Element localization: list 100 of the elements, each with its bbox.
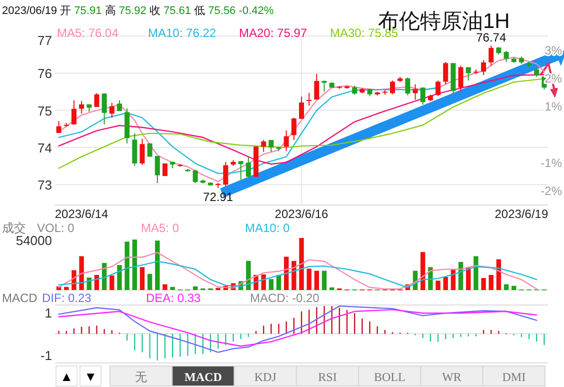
text: MA10: 76.22 xyxy=(148,26,216,40)
candlestick xyxy=(390,80,396,95)
series-label: MA5: 0 xyxy=(141,221,180,235)
bar xyxy=(246,260,251,290)
candlestick xyxy=(192,169,198,184)
bar xyxy=(443,277,448,290)
bar xyxy=(481,278,486,290)
chart-title: MACD xyxy=(2,291,38,305)
candlestick xyxy=(291,117,296,140)
bar xyxy=(147,274,152,290)
x-tick-label: 2023/6/16 xyxy=(274,207,329,221)
category-label: RSI xyxy=(318,370,337,384)
text: 2023/06/19 开 75.91 高 75.92 收 75.61 低 75.56 -0.42% xyxy=(2,5,274,17)
candlestick xyxy=(443,62,448,85)
candlestick xyxy=(436,80,441,97)
candlestick xyxy=(246,156,251,178)
candlestick xyxy=(56,120,62,134)
candlestick xyxy=(268,140,274,152)
text: ▼ xyxy=(84,369,97,384)
series-label: DEA: 0.33 xyxy=(146,291,202,305)
y2-tick-label: 1% xyxy=(544,100,562,114)
bar xyxy=(292,260,296,290)
candlestick xyxy=(306,92,312,106)
category-label: 无 xyxy=(135,370,148,384)
candlestick xyxy=(405,77,410,96)
x-tick-label: 2023/6/19 xyxy=(494,207,548,221)
candlestick xyxy=(458,65,464,92)
candlestick xyxy=(504,50,509,62)
candlestick xyxy=(140,138,145,166)
candlestick xyxy=(488,45,494,66)
candlestick xyxy=(154,155,160,184)
bar xyxy=(314,270,320,290)
bar xyxy=(64,286,69,290)
candlestick xyxy=(94,92,100,108)
candlestick xyxy=(481,60,486,76)
bar xyxy=(488,274,494,290)
bar xyxy=(132,240,137,290)
y2-tick-label: -1% xyxy=(540,156,562,170)
chart-title: 成交 xyxy=(2,221,26,235)
y2-tick-label: 3% xyxy=(544,44,562,58)
category-label: MACD xyxy=(184,370,222,384)
bar xyxy=(436,280,440,290)
candlestick xyxy=(466,66,471,82)
bar xyxy=(299,238,304,290)
candlestick xyxy=(322,80,327,92)
y-tick-label: 1 xyxy=(44,305,52,320)
bar xyxy=(124,242,130,290)
y-tick-label: 77 xyxy=(38,33,52,48)
text: 54000 xyxy=(16,233,52,248)
bar xyxy=(512,286,516,290)
bar xyxy=(155,240,160,290)
bar xyxy=(306,268,312,290)
line-series xyxy=(58,305,538,353)
candlestick xyxy=(314,73,320,100)
text: ▲ xyxy=(60,369,73,384)
annotation: 72.91 xyxy=(203,190,234,204)
candlestick xyxy=(238,160,244,180)
y-tick-label: 75 xyxy=(38,103,52,118)
bar xyxy=(117,265,122,290)
text: MA20: 75.97 xyxy=(239,26,308,40)
category-label: DMI xyxy=(502,370,526,384)
candlestick xyxy=(261,140,266,152)
candlestick xyxy=(284,130,289,152)
bar xyxy=(170,286,175,290)
candlestick xyxy=(132,132,138,166)
category-label: BOLL xyxy=(374,370,406,384)
series-label: VOL: 0 xyxy=(37,221,75,235)
category-label: KDJ xyxy=(254,370,277,384)
candlestick xyxy=(298,96,304,120)
category-label: WR xyxy=(442,370,462,384)
y-tick-label: 74 xyxy=(38,140,52,156)
bar xyxy=(140,267,145,290)
candlestick xyxy=(420,86,426,106)
bar xyxy=(162,284,168,290)
bar xyxy=(329,287,334,290)
bar xyxy=(268,279,274,290)
text: MA5: 76.04 xyxy=(57,26,119,40)
text: MA10: 0 xyxy=(245,221,290,235)
annotation: 76.74 xyxy=(476,30,506,45)
series-label: MACD: -0.20 xyxy=(250,291,320,305)
y-tick-label: -1 xyxy=(40,348,52,364)
bar xyxy=(192,286,198,290)
y-tick-label: 73 xyxy=(38,178,52,193)
series-label: DIF: 0.23 xyxy=(42,291,92,305)
bar xyxy=(322,270,327,290)
bar xyxy=(474,256,478,290)
bar xyxy=(79,256,84,290)
y-tick-label: 76 xyxy=(38,66,52,82)
x-tick-label: 2023/6/14 xyxy=(54,207,109,221)
candlestick xyxy=(109,102,114,118)
bar xyxy=(261,274,266,290)
candlestick xyxy=(223,161,228,187)
bar xyxy=(110,275,114,290)
candlestick xyxy=(79,100,84,114)
candlestick xyxy=(102,92,107,125)
candlestick xyxy=(412,84,418,100)
y2-tick-label: -2% xyxy=(540,184,562,198)
candlestick xyxy=(71,100,76,125)
line-series xyxy=(58,309,538,347)
bar xyxy=(504,284,509,290)
